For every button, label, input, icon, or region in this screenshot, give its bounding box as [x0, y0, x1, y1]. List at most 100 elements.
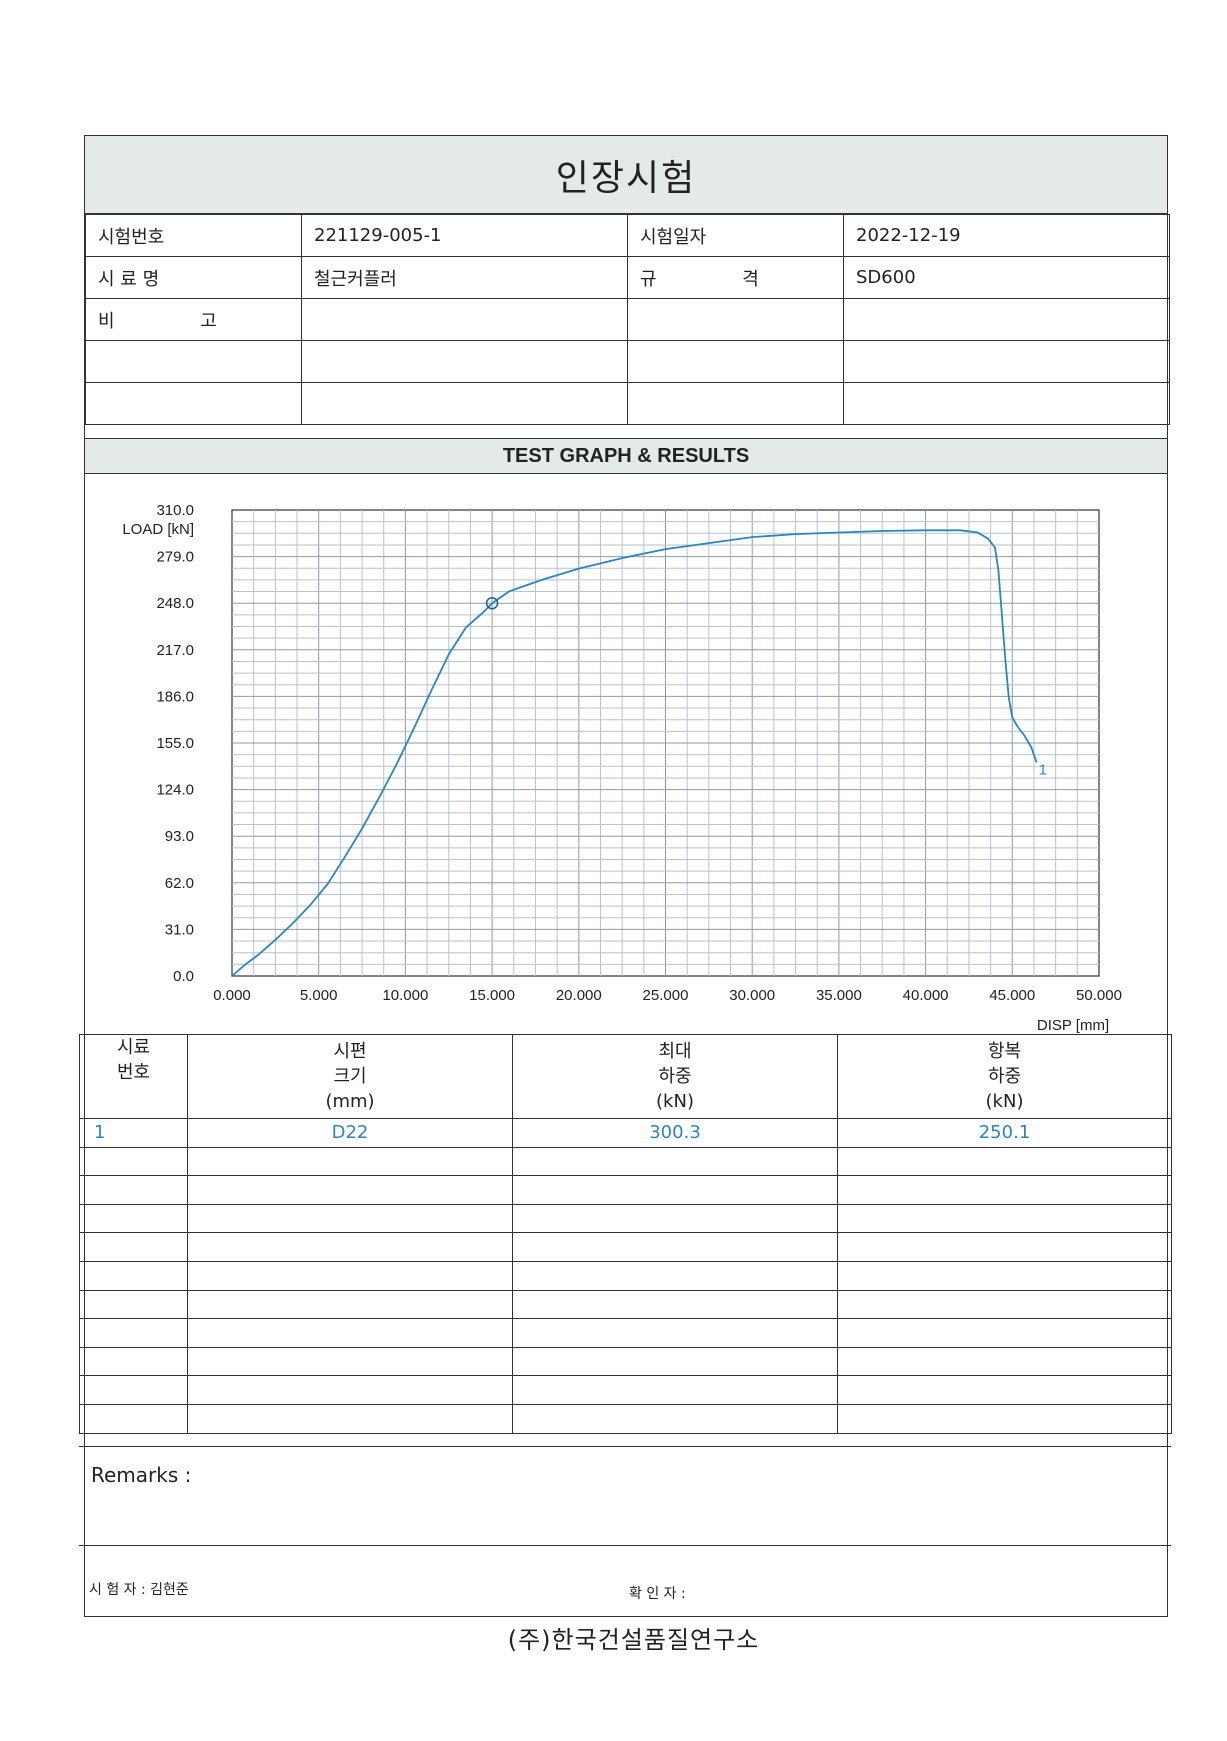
y-tick-label: 310.0 [156, 502, 194, 519]
results-empty-row [79, 1375, 1172, 1405]
x-axis-label: DISP [mm] [1037, 1017, 1109, 1034]
test-date-value: 2022-12-19 [843, 214, 1170, 257]
empty-cell [837, 1289, 1172, 1320]
y-tick-label: 31.0 [165, 921, 194, 938]
empty-cell [843, 340, 1170, 383]
empty-cell [837, 1260, 1172, 1291]
results-empty-row [79, 1146, 1172, 1177]
empty-cell [843, 382, 1170, 425]
info-row: 시험번호 221129-005-1 시험일자 2022-12-19 [85, 214, 1170, 257]
empty-cell [627, 382, 844, 425]
results-empty-row [79, 1289, 1172, 1320]
empty-cell [187, 1260, 513, 1291]
test-report-sheet: 인장시험 시험번호 221129-005-1 시험일자 2022-12-19 시… [79, 135, 1172, 1617]
results-header-text: 번호 [116, 1062, 151, 1083]
series-end-label: 1 [1039, 762, 1047, 779]
results-cell: D22 [187, 1118, 513, 1148]
empty-cell [79, 1403, 188, 1434]
x-tick-label: 50.000 [1076, 987, 1122, 1004]
company-name: (주)한국건설품질연구소 [507, 1626, 760, 1654]
divider [79, 1545, 1171, 1546]
results-empty-row [79, 1403, 1172, 1434]
results-header-text: 시료 [116, 1037, 151, 1058]
remark-value [301, 298, 628, 341]
y-axis-label: LOAD [kN] [122, 521, 194, 538]
spec-value: SD600 [843, 256, 1170, 299]
empty-cell [627, 340, 844, 383]
empty-cell [187, 1203, 513, 1234]
empty-cell [79, 1318, 188, 1348]
x-tick-label: 15.000 [469, 987, 515, 1004]
y-tick-label: 124.0 [156, 782, 194, 799]
x-tick-label: 40.000 [903, 987, 949, 1004]
empty-cell [187, 1175, 513, 1205]
results-header-cell: 최대 하중 (kN) [512, 1034, 838, 1119]
empty-cell [85, 340, 302, 383]
empty-cell [79, 1146, 188, 1177]
empty-cell [512, 1375, 838, 1405]
tester-name: 시 험 자 : 김현준 [89, 1582, 189, 1598]
load-displacement-chart: 0.0 31.0 62.0 93.0 124.0 155.0 186.0 217.0 248.0… [85, 474, 1167, 1034]
empty-cell [512, 1289, 838, 1320]
empty-cell [79, 1375, 188, 1405]
empty-cell [837, 1175, 1172, 1205]
empty-cell [512, 1318, 838, 1348]
empty-cell [187, 1403, 513, 1434]
results-empty-row [79, 1175, 1172, 1205]
info-row [85, 340, 1170, 383]
x-tick-label: 10.000 [382, 987, 428, 1004]
y-tick-label: 93.0 [165, 828, 194, 845]
y-tick-label: 279.0 [156, 549, 194, 566]
empty-cell [79, 1289, 188, 1320]
empty-cell [187, 1146, 513, 1177]
y-tick-label: 62.0 [165, 875, 194, 892]
sample-name-label: 시 료 명 [85, 256, 302, 299]
series-line [231, 529, 1038, 977]
chart-svg: 0.0 31.0 62.0 93.0 124.0 155.0 186.0 217.0 248.0… [122, 502, 1122, 1034]
x-tick-label: 5.000 [300, 987, 338, 1004]
results-cell: 250.1 [837, 1118, 1172, 1148]
y-tick-label: 155.0 [156, 735, 194, 752]
results-header-text: (kN) [985, 1091, 1024, 1112]
results-header-cell: 항복 하중 (kN) [837, 1034, 1172, 1119]
test-no-value: 221129-005-1 [301, 214, 628, 257]
confirmer-label: 확 인 자 : [629, 1586, 686, 1602]
y-tick-label: 0.0 [173, 968, 194, 985]
yield-point-marker [485, 596, 499, 610]
results-cell: 1 [79, 1118, 188, 1148]
empty-cell [512, 1175, 838, 1205]
x-tick-label: 0.000 [213, 987, 251, 1004]
x-tick-label: 35.000 [816, 987, 862, 1004]
info-table: 시험번호 221129-005-1 시험일자 2022-12-19 시 료 명 … [85, 214, 1170, 425]
results-header-text: 크기 [333, 1066, 367, 1087]
info-row [85, 382, 1170, 425]
empty-cell [837, 1146, 1172, 1177]
empty-cell [187, 1318, 513, 1348]
results-header-text: 항복 [987, 1041, 1022, 1062]
results-row: 1 D22 300.3 250.1 [79, 1118, 1172, 1148]
x-tick-label: 20.000 [556, 987, 602, 1004]
results-empty-row [79, 1346, 1172, 1377]
empty-cell [187, 1346, 513, 1377]
remarks-label: Remarks : [91, 1463, 192, 1487]
empty-cell [187, 1375, 513, 1405]
remark-label: 비 고 [85, 298, 302, 341]
test-date-label: 시험일자 [627, 214, 844, 257]
empty-cell [512, 1232, 838, 1262]
results-header-text: (mm) [325, 1091, 375, 1112]
empty-cell [79, 1203, 188, 1234]
section-title: TEST GRAPH & RESULTS [85, 438, 1167, 474]
spec-label: 규 격 [627, 256, 844, 299]
test-no-label: 시험번호 [85, 214, 302, 257]
results-empty-row [79, 1260, 1172, 1291]
empty-cell [187, 1289, 513, 1320]
empty-cell [837, 1203, 1172, 1234]
results-header-text: 시편 [333, 1041, 367, 1062]
info-row: 비 고 [85, 298, 1170, 341]
empty-cell [512, 1403, 838, 1434]
empty-cell [79, 1175, 188, 1205]
empty-cell [837, 1375, 1172, 1405]
empty-cell [837, 1346, 1172, 1377]
